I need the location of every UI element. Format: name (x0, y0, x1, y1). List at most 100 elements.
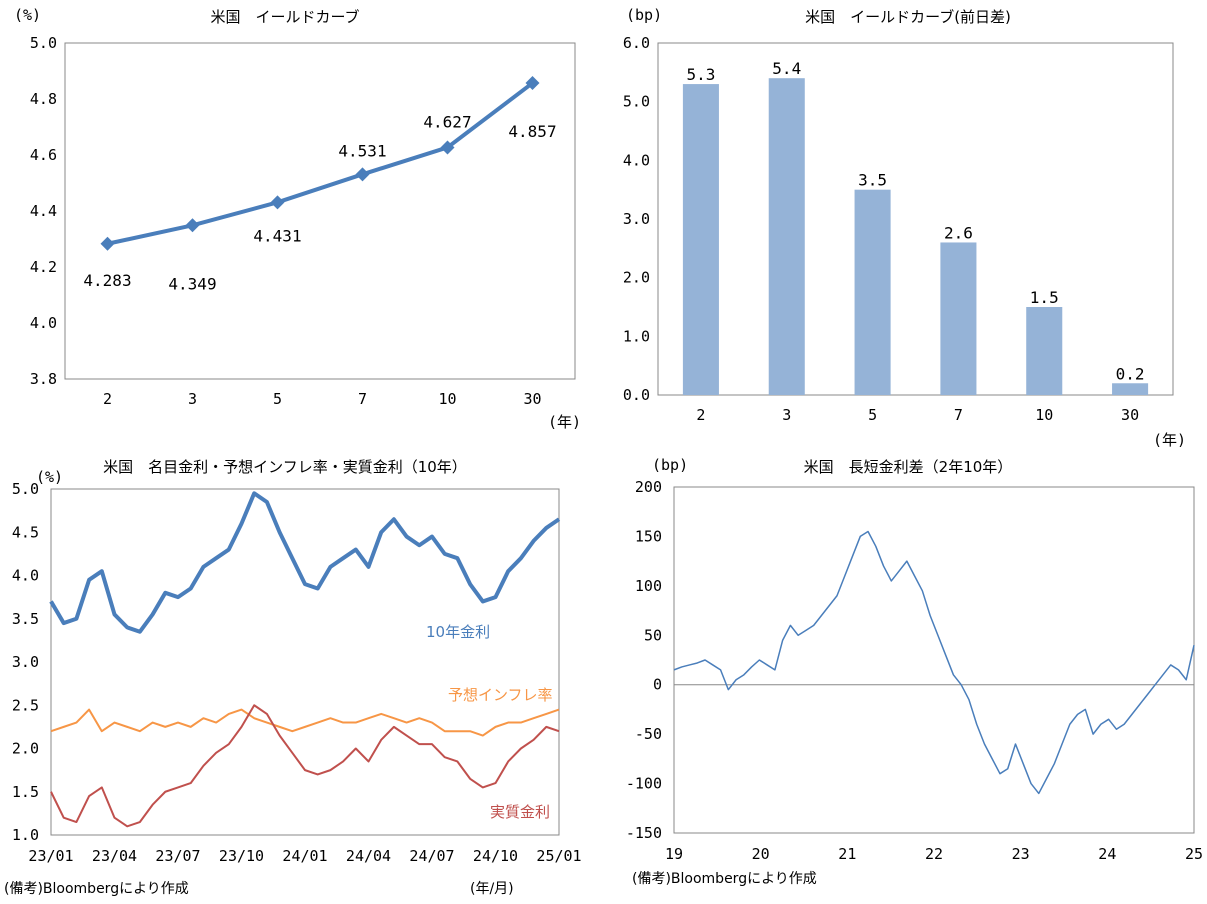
y-tick-label: 50 (644, 626, 662, 644)
yield-change-yunit: (bp) (626, 6, 662, 24)
x-tick-label: 30 (523, 390, 541, 408)
y-tick-label: 150 (635, 527, 662, 545)
y-tick-label: 4.8 (30, 90, 57, 108)
y-tick-label: 5.0 (30, 34, 57, 52)
change-data-label: 5.4 (772, 59, 801, 78)
x-tick-label: 10 (438, 390, 456, 408)
spread-chart: 米国 長短金利差（2年10年） (bp) -150 -100 -50 0 50 100 15… (626, 456, 1203, 887)
x-tick-label: 23/01 (28, 847, 73, 865)
rates-10y-title: 米国 名目金利・予想インフレ率・実質金利（10年） (103, 458, 467, 476)
series-line-1 (50, 708, 560, 737)
yield-change-chart: 米国 イールドカーブ(前日差) (bp) (年) 0.0 1.0 2.0 3.0 4.0… (623, 6, 1186, 449)
rates-10y-plot-area (50, 488, 560, 836)
y-tick-label: 3.5 (12, 610, 39, 628)
rates-10y-chart: 米国 名目金利・予想インフレ率・実質金利（10年） (%) 1.0 1.5 2.0 2… (4, 458, 582, 897)
change-bar (768, 78, 805, 395)
yield-point-marker (440, 140, 455, 155)
yield-point-marker (355, 167, 370, 182)
x-tick-label: 23/04 (92, 847, 137, 865)
change-bar (1026, 307, 1063, 395)
y-tick-label: 2.0 (623, 269, 650, 287)
spread-yunit: (bp) (652, 456, 688, 474)
x-tick-label: 2 (696, 406, 705, 424)
x-tick-label: 7 (954, 406, 963, 424)
change-data-label: 1.5 (1030, 288, 1059, 307)
x-tick-label: 23/07 (155, 847, 200, 865)
y-tick-label: 3.0 (623, 210, 650, 228)
spread-line (673, 530, 1195, 795)
x-tick-label: 10 (1035, 406, 1053, 424)
y-tick-label: 100 (635, 577, 662, 595)
rates-10y-yunit: (%) (36, 468, 63, 486)
legend-expected-inflation: 予想インフレ率 (448, 686, 553, 704)
yield-data-label: 4.531 (338, 141, 386, 160)
yield-data-label: 4.431 (253, 226, 301, 245)
x-tick-label: 30 (1121, 406, 1139, 424)
y-tick-label: 2.0 (12, 740, 39, 758)
y-tick-label: 4.0 (12, 567, 39, 585)
change-data-label: 0.2 (1116, 364, 1145, 383)
x-tick-label: 24/01 (282, 847, 327, 865)
change-bar (682, 84, 719, 396)
change-data-label: 3.5 (858, 171, 887, 190)
yield-change-title: 米国 イールドカーブ(前日差) (805, 8, 1011, 26)
y-tick-label: -150 (626, 824, 662, 842)
y-tick-label: 3.8 (30, 370, 57, 388)
yield-curve-plot-area (64, 42, 576, 380)
y-tick-label: 4.2 (30, 258, 57, 276)
y-tick-label: 1.5 (12, 783, 39, 801)
yield-curve-title: 米国 イールドカーブ (210, 8, 359, 26)
yield-change-xunit: (年) (1153, 431, 1186, 449)
x-tick-label: 24/07 (409, 847, 454, 865)
x-tick-label: 24/04 (346, 847, 391, 865)
x-tick-label: 5 (868, 406, 877, 424)
yield-curve-yunit: (%) (14, 6, 41, 24)
y-tick-label: 0 (653, 676, 662, 694)
yield-point-marker (525, 76, 540, 91)
y-tick-label: 4.6 (30, 146, 57, 164)
yield-change-plot-area (657, 42, 1174, 396)
yield-data-label: 4.283 (83, 271, 131, 290)
spread-plot-area (673, 486, 1195, 834)
y-tick-label: 4.4 (30, 202, 57, 220)
x-tick-label: 24/10 (473, 847, 518, 865)
y-tick-label: 200 (635, 478, 662, 496)
yield-data-label: 4.627 (423, 112, 471, 131)
legend-real-rate: 実質金利 (490, 803, 550, 821)
yield-point-marker (100, 236, 115, 251)
yield-curve-line (107, 81, 534, 246)
y-tick-label: 3.0 (12, 653, 39, 671)
x-tick-label: 25 (1185, 845, 1203, 863)
spread-title: 米国 長短金利差（2年10年） (804, 458, 1013, 476)
change-bar (1112, 383, 1149, 395)
x-tick-label: 3 (782, 406, 791, 424)
y-tick-label: -100 (626, 775, 662, 793)
x-tick-label: 24 (1098, 845, 1116, 863)
yield-curve-xunit: (年) (548, 413, 581, 431)
x-tick-label: 5 (273, 390, 282, 408)
change-bar (940, 242, 977, 395)
y-tick-label: -50 (635, 725, 662, 743)
x-tick-label: 23 (1012, 845, 1030, 863)
y-tick-label: 5.0 (12, 480, 39, 498)
y-tick-label: 1.0 (623, 327, 650, 345)
x-unit-left: (年/月) (470, 881, 514, 897)
x-tick-label: 3 (188, 390, 197, 408)
y-tick-label: 6.0 (623, 34, 650, 52)
y-tick-label: 4.0 (30, 314, 57, 332)
change-data-label: 2.6 (944, 223, 973, 242)
y-tick-label: 0.0 (623, 386, 650, 404)
x-tick-label: 21 (838, 845, 856, 863)
x-tick-label: 25/01 (536, 847, 581, 865)
change-bar (854, 189, 891, 395)
yield-point-marker (270, 195, 285, 210)
series-line-2 (50, 704, 560, 828)
y-tick-label: 1.0 (12, 826, 39, 844)
yield-curve-chart: 米国 イールドカーブ (%) (年) 3.8 4.0 4.2 4.4 4.6 4.8 5.0… (14, 6, 581, 431)
y-tick-label: 4.5 (12, 523, 39, 541)
x-tick-label: 2 (103, 390, 112, 408)
yield-data-label: 4.857 (508, 122, 556, 141)
yield-data-label: 4.349 (168, 274, 216, 293)
source-note-left: (備考)Bloombergにより作成 (4, 881, 189, 897)
